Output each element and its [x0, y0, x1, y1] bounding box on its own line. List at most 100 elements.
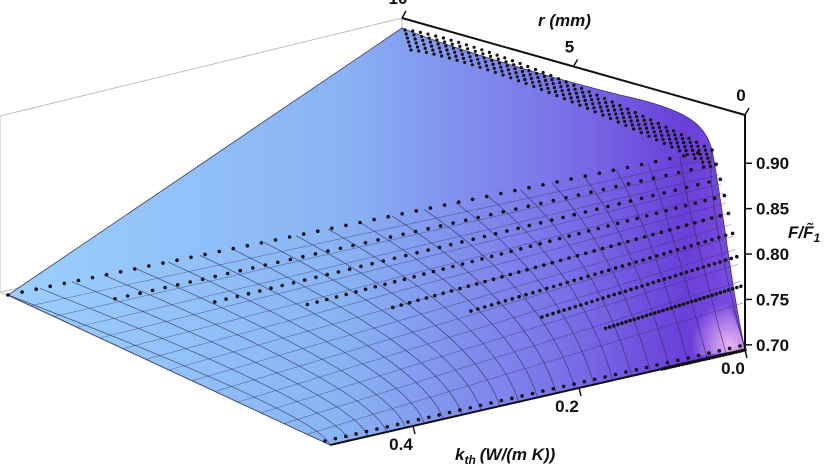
- data-point: [621, 115, 626, 120]
- data-point: [392, 279, 397, 284]
- data-point: [654, 211, 659, 216]
- data-point: [555, 94, 559, 98]
- data-point: [656, 121, 660, 125]
- data-point: [474, 53, 479, 57]
- data-point: [476, 307, 480, 311]
- data-point: [401, 232, 405, 237]
- data-point: [696, 144, 700, 148]
- data-point: [714, 162, 718, 166]
- data-point: [723, 258, 728, 262]
- data-point: [573, 87, 577, 91]
- data-point: [325, 297, 329, 302]
- data-point: [676, 225, 680, 230]
- data-point: [589, 190, 593, 194]
- data-point: [659, 230, 664, 234]
- data-point: [458, 44, 462, 49]
- data-point: [584, 301, 589, 306]
- x-tick-label: 0.2: [555, 397, 579, 416]
- data-point: [104, 272, 109, 277]
- z-tick-label: 0.90: [756, 154, 789, 173]
- data-point: [628, 115, 632, 119]
- data-point: [287, 235, 292, 239]
- data-point: [600, 246, 605, 251]
- data-point: [648, 312, 653, 317]
- data-point: [613, 108, 617, 112]
- x-tick-label: 0.0: [721, 359, 745, 378]
- data-point: [175, 258, 179, 263]
- data-point: [683, 145, 687, 149]
- data-point: [606, 294, 611, 299]
- data-point: [224, 297, 228, 301]
- data-point: [438, 50, 443, 54]
- data-point: [541, 70, 545, 75]
- data-point: [485, 64, 489, 68]
- data-point: [251, 266, 255, 270]
- data-point: [584, 102, 588, 106]
- data-point: [420, 34, 424, 39]
- data-point: [630, 123, 635, 127]
- data-point: [600, 270, 604, 275]
- data-point: [523, 77, 527, 82]
- data-point: [386, 214, 391, 219]
- data-point: [347, 267, 352, 272]
- data-point: [649, 118, 653, 122]
- data-point: [468, 406, 473, 410]
- data-point: [414, 41, 418, 45]
- data-point: [682, 245, 687, 250]
- data-point: [417, 49, 421, 53]
- data-point: [644, 313, 649, 318]
- data-point: [601, 296, 605, 300]
- data-point: [697, 148, 701, 152]
- data-point: [464, 43, 468, 47]
- data-point: [674, 137, 678, 141]
- data-point: [707, 160, 711, 164]
- z-axis-label-main: F/: [788, 223, 805, 242]
- data-point: [653, 159, 658, 164]
- data-point: [587, 90, 591, 94]
- data-point: [539, 87, 544, 92]
- data-point: [691, 148, 695, 152]
- data-point: [325, 272, 330, 277]
- data-point: [217, 249, 221, 254]
- data-point: [708, 164, 712, 168]
- data-point: [627, 262, 632, 266]
- data-point: [611, 168, 616, 173]
- data-point: [609, 244, 613, 249]
- data-point: [662, 252, 666, 256]
- mesh-line-k: [39, 288, 350, 441]
- data-point: [388, 235, 393, 239]
- data-point: [454, 54, 458, 58]
- data-point: [639, 179, 643, 183]
- data-point: [624, 123, 628, 128]
- data-point: [606, 268, 611, 273]
- data-point: [351, 243, 355, 248]
- data-point: [628, 318, 632, 323]
- data-point: [519, 65, 523, 70]
- z-axis-label-sub: 1: [814, 231, 821, 245]
- data-point: [441, 36, 445, 40]
- data-point: [432, 52, 436, 56]
- data-point: [588, 94, 593, 98]
- data-point: [470, 259, 475, 264]
- data-point: [710, 293, 714, 298]
- data-point: [518, 61, 522, 66]
- data-point: [664, 173, 668, 178]
- data-point: [415, 251, 419, 255]
- data-point: [527, 185, 531, 190]
- mesh-line-k: [135, 268, 406, 428]
- data-point: [540, 315, 544, 319]
- data-point: [403, 28, 407, 32]
- z-tick-label: 0.70: [756, 336, 789, 355]
- data-point: [431, 269, 436, 274]
- y-tick-label: 0: [736, 86, 745, 105]
- data-point: [558, 282, 563, 287]
- data-point: [651, 176, 656, 180]
- data-point: [586, 229, 591, 233]
- data-point: [669, 141, 673, 145]
- data-point: [447, 410, 452, 415]
- data-point: [577, 231, 581, 236]
- data-point: [714, 292, 719, 296]
- data-points: [6, 28, 747, 443]
- data-point: [358, 220, 362, 225]
